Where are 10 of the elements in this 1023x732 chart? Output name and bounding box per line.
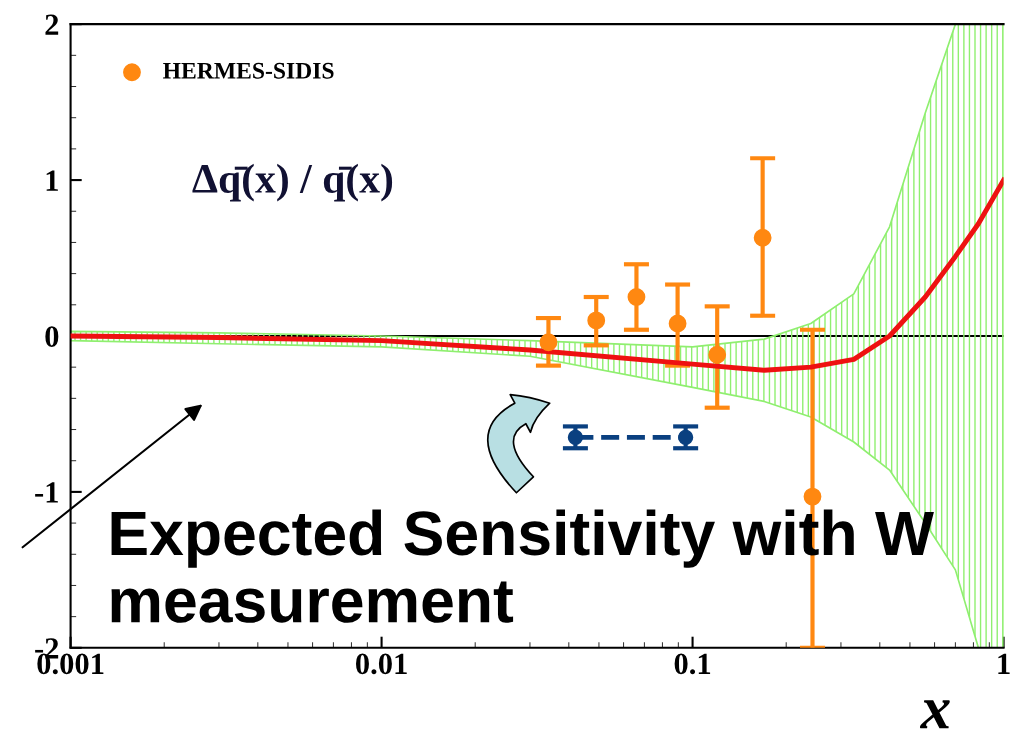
annotation: Δq̄(x) / q̄(x) xyxy=(192,163,393,202)
x-axis-title: x xyxy=(919,700,950,729)
y-tick-label: 2 xyxy=(45,14,59,35)
y-tick-label: 0 xyxy=(45,326,59,347)
x-tick-label: 0.1 xyxy=(674,653,711,675)
x-tick-label: 0.01 xyxy=(356,653,407,675)
y-tick-label: 1 xyxy=(46,170,58,191)
y-tick-label: -1 xyxy=(35,482,58,503)
legend-label: HERMES-SIDIS xyxy=(163,62,334,79)
x-tick-label: 1 xyxy=(998,653,1010,674)
